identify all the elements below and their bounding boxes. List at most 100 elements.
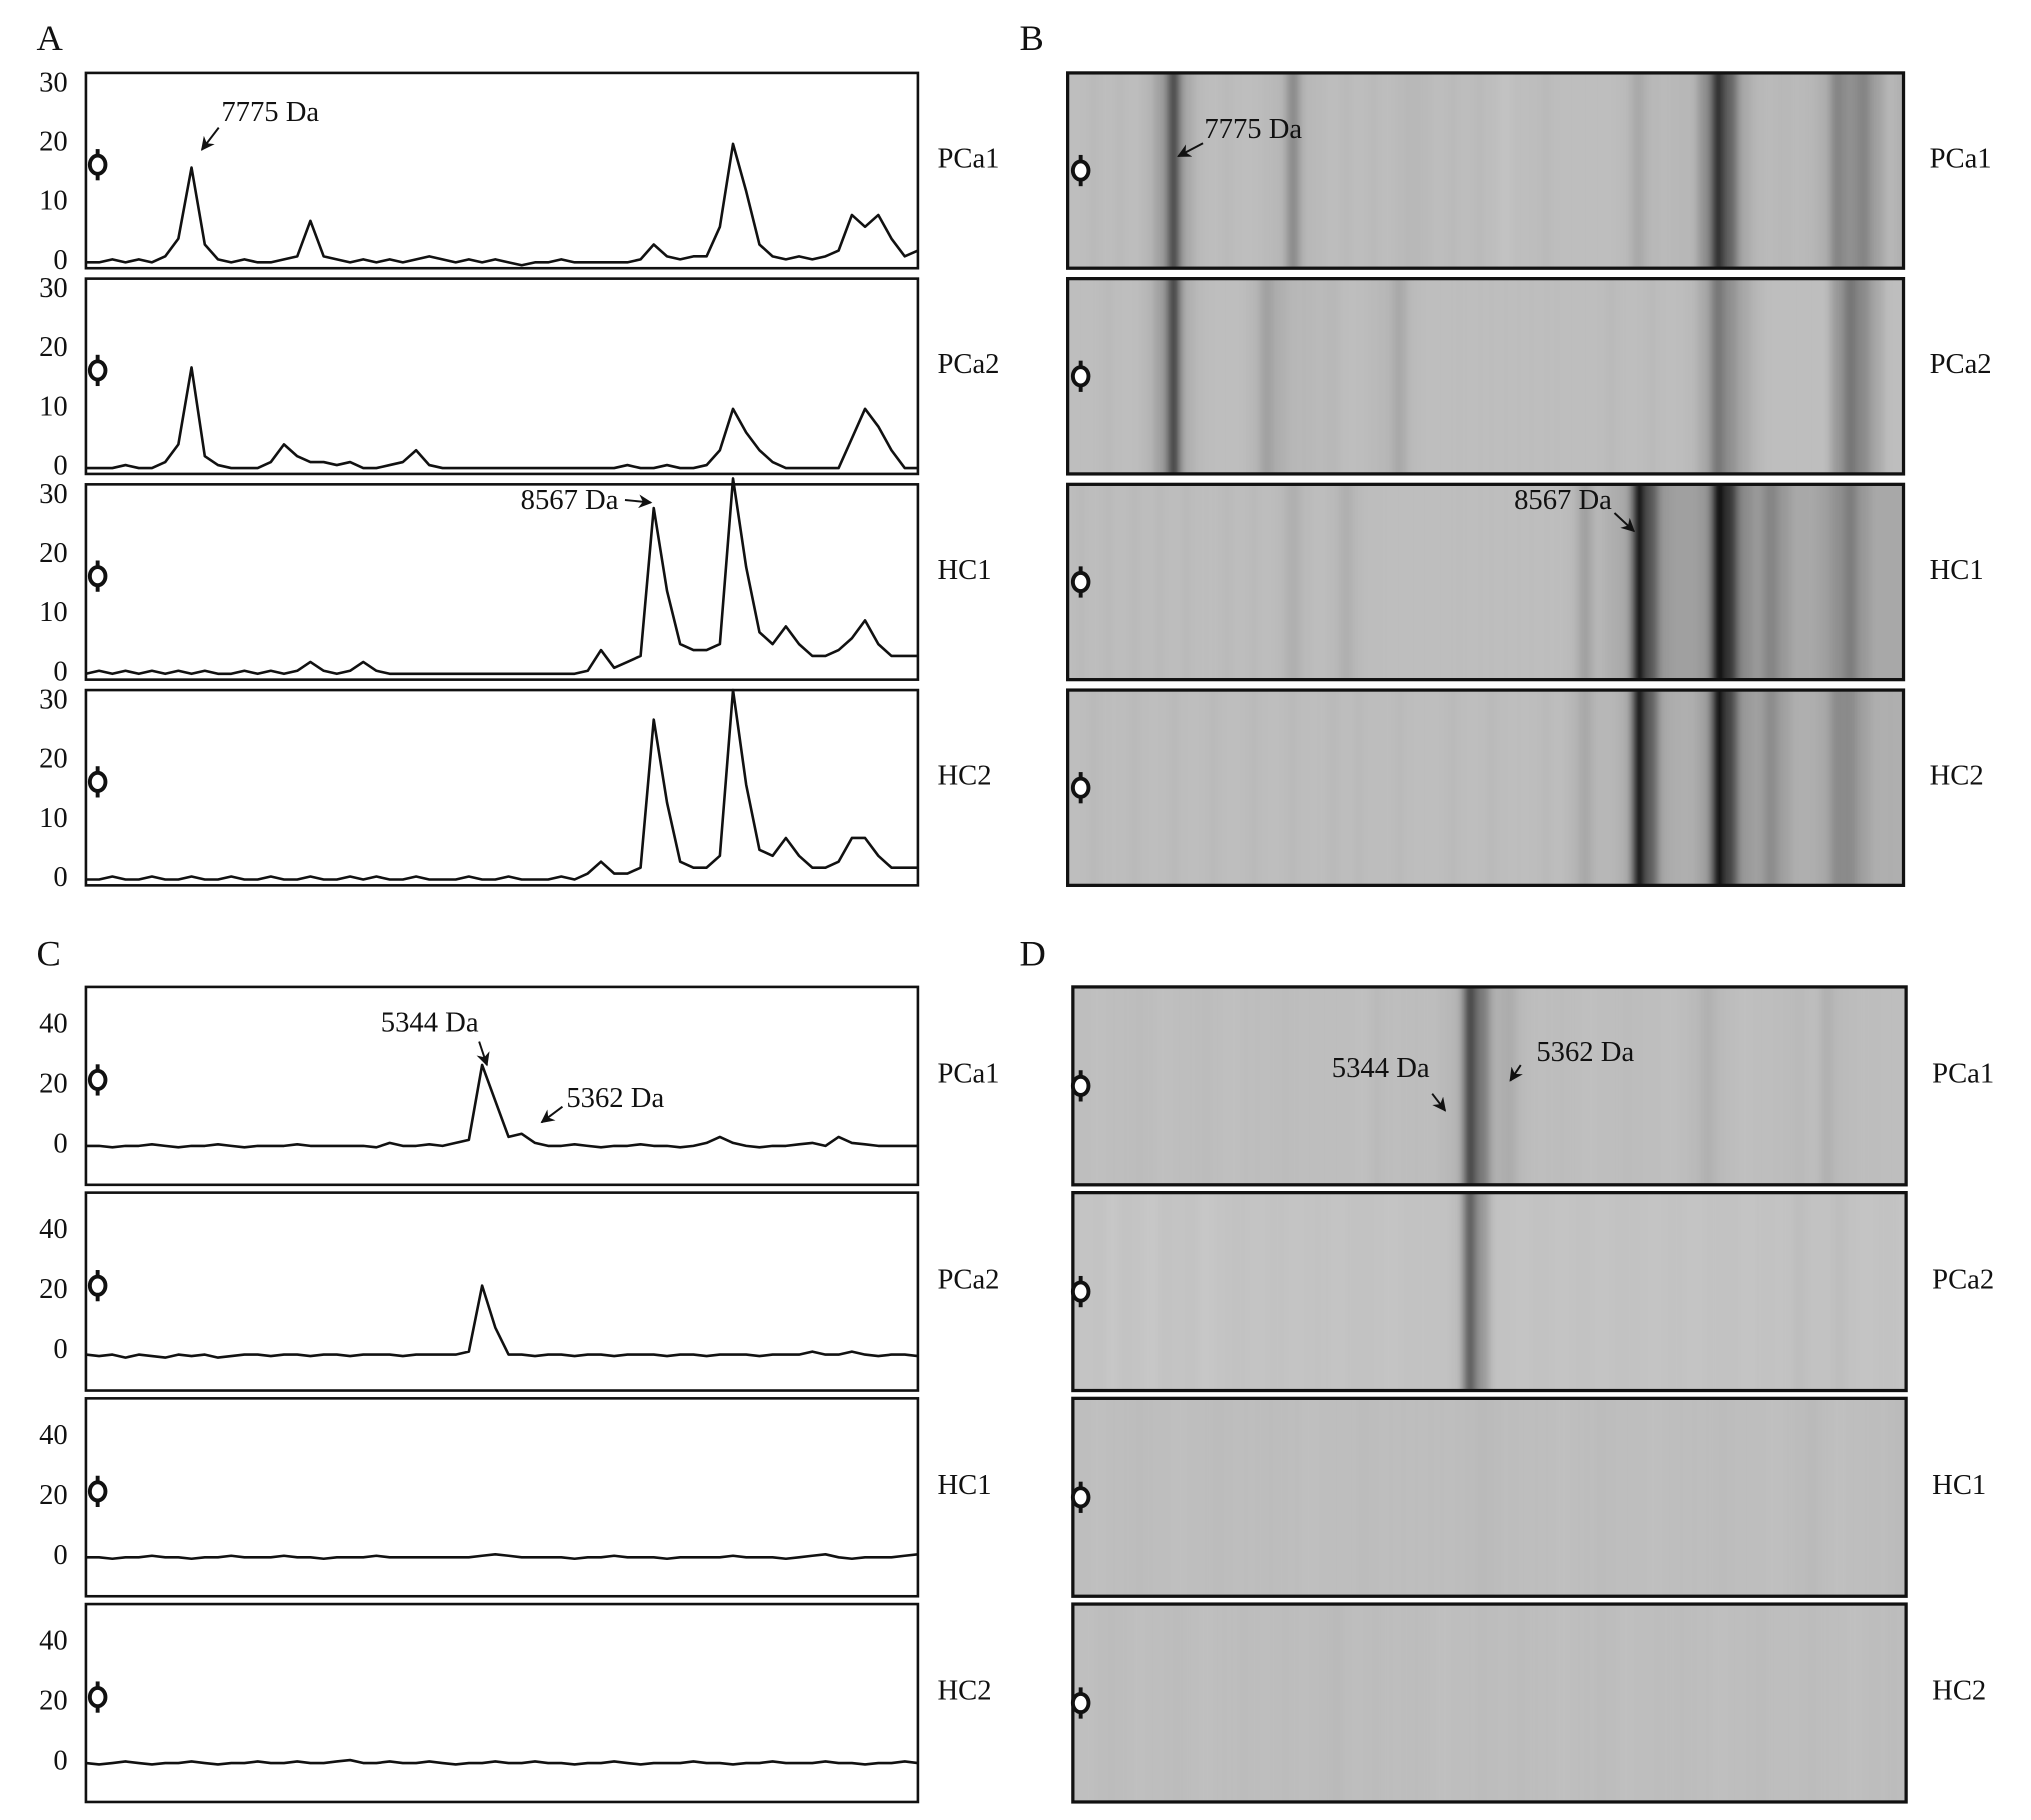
gel-band xyxy=(1485,72,1499,269)
spectrum-trace xyxy=(85,1284,919,1359)
sample-label: HC2 xyxy=(937,1675,991,1707)
gel-band xyxy=(1618,72,1632,269)
gel-band xyxy=(1701,1192,1715,1391)
gel-band xyxy=(1621,1604,1635,1802)
gel-band xyxy=(1820,1398,1834,1597)
sample-label: PCa2 xyxy=(937,1263,999,1295)
gel-band xyxy=(1777,484,1791,680)
gel-band xyxy=(1392,278,1406,474)
gel-band xyxy=(1313,72,1327,269)
gel-band xyxy=(1608,1604,1622,1802)
sample-label: PCa1 xyxy=(937,142,999,174)
gel-band xyxy=(1185,986,1199,1185)
gel-band xyxy=(1883,690,1897,886)
gel-band xyxy=(1684,278,1698,474)
gel-band xyxy=(1551,484,1566,680)
y-tick-label: 30 xyxy=(39,272,68,304)
gel-band xyxy=(1304,986,1318,1185)
gel-band xyxy=(1180,690,1194,886)
gel-band xyxy=(1777,690,1791,886)
gel-band xyxy=(1648,1604,1662,1802)
gel-band xyxy=(1833,1604,1847,1802)
icon-ring xyxy=(1070,570,1091,594)
gel-band xyxy=(1618,484,1632,680)
y-tick-label: 20 xyxy=(39,537,68,569)
gel-band xyxy=(1714,1398,1728,1597)
gel-band xyxy=(1313,690,1327,886)
gel-band xyxy=(1595,1604,1609,1802)
gel-band xyxy=(1701,1604,1715,1802)
plot-frame xyxy=(84,985,920,1187)
row-icon xyxy=(87,149,108,181)
sample-label: PCa1 xyxy=(1930,142,1992,174)
gel-band xyxy=(1843,72,1858,269)
gel-band xyxy=(1714,1192,1728,1391)
gel-band xyxy=(1105,1398,1120,1597)
gel-band xyxy=(1383,986,1397,1185)
gel-band xyxy=(1105,986,1120,1185)
peak-annotation: 8567 Da xyxy=(1514,484,1612,516)
row-icon xyxy=(87,1681,108,1713)
gel-band xyxy=(1326,484,1340,680)
gel-band xyxy=(1273,484,1287,680)
gel-band xyxy=(1114,484,1128,680)
gel-band xyxy=(1100,72,1115,269)
gel-band xyxy=(1153,690,1168,886)
gel-band xyxy=(1737,72,1751,269)
gel-band xyxy=(1145,1604,1159,1802)
gel-band xyxy=(1697,278,1712,474)
gel-band xyxy=(1674,1604,1688,1802)
gel-band xyxy=(1634,1398,1649,1597)
gel-band xyxy=(1339,484,1353,680)
gel-band xyxy=(1304,1604,1318,1802)
gel-band xyxy=(1806,1192,1821,1391)
gel-band xyxy=(1857,484,1871,680)
gel-band xyxy=(1273,278,1287,474)
annotation-arrow xyxy=(1613,512,1636,533)
panel-letter: C xyxy=(36,933,60,973)
peak-annotation: 8567 Da xyxy=(521,484,619,516)
gel-band xyxy=(1618,278,1632,474)
gel-band xyxy=(1595,986,1609,1185)
gel-band xyxy=(1246,484,1261,680)
gel-band xyxy=(1127,484,1141,680)
gel-band xyxy=(1595,1398,1609,1597)
gel-band xyxy=(1383,1192,1397,1391)
gel-band xyxy=(1846,1604,1860,1802)
sample-label: PCa2 xyxy=(937,348,999,380)
gel-band xyxy=(1092,1604,1106,1802)
gel-band xyxy=(1793,986,1807,1185)
gel-band xyxy=(1172,986,1186,1185)
gel-band xyxy=(1167,278,1181,474)
gel-band xyxy=(1383,1604,1397,1802)
gel-band xyxy=(1224,986,1239,1185)
gel-band xyxy=(1512,690,1526,886)
gel-band xyxy=(1859,1192,1874,1391)
gel-band xyxy=(1299,690,1314,886)
gel-band xyxy=(1224,1192,1239,1391)
gel-band xyxy=(1273,72,1287,269)
y-tick-label: 40 xyxy=(39,1625,68,1657)
y-tick-label: 40 xyxy=(39,1419,68,1451)
gel-band xyxy=(1886,1604,1900,1802)
gel-frame xyxy=(1066,277,1906,476)
y-tick-label: 10 xyxy=(39,390,68,422)
gel-band xyxy=(1621,986,1635,1185)
plot-frame xyxy=(84,483,920,681)
gel-band xyxy=(1140,278,1154,474)
gel-band xyxy=(1273,690,1287,886)
gel-band xyxy=(1092,986,1106,1185)
gel-band xyxy=(1132,1192,1146,1391)
gel-band xyxy=(1251,1604,1265,1802)
spectrum-trace xyxy=(85,1758,919,1766)
gel-band xyxy=(1158,1604,1173,1802)
gel-band xyxy=(1423,1398,1437,1597)
gel-band xyxy=(1750,690,1765,886)
gel-band xyxy=(1339,72,1353,269)
gel-band xyxy=(1764,484,1778,680)
gel-band xyxy=(1220,278,1234,474)
gel-band xyxy=(1291,1192,1305,1391)
gel-band xyxy=(1697,484,1712,680)
gel-band xyxy=(1727,1192,1741,1391)
gel-band xyxy=(1817,278,1831,474)
